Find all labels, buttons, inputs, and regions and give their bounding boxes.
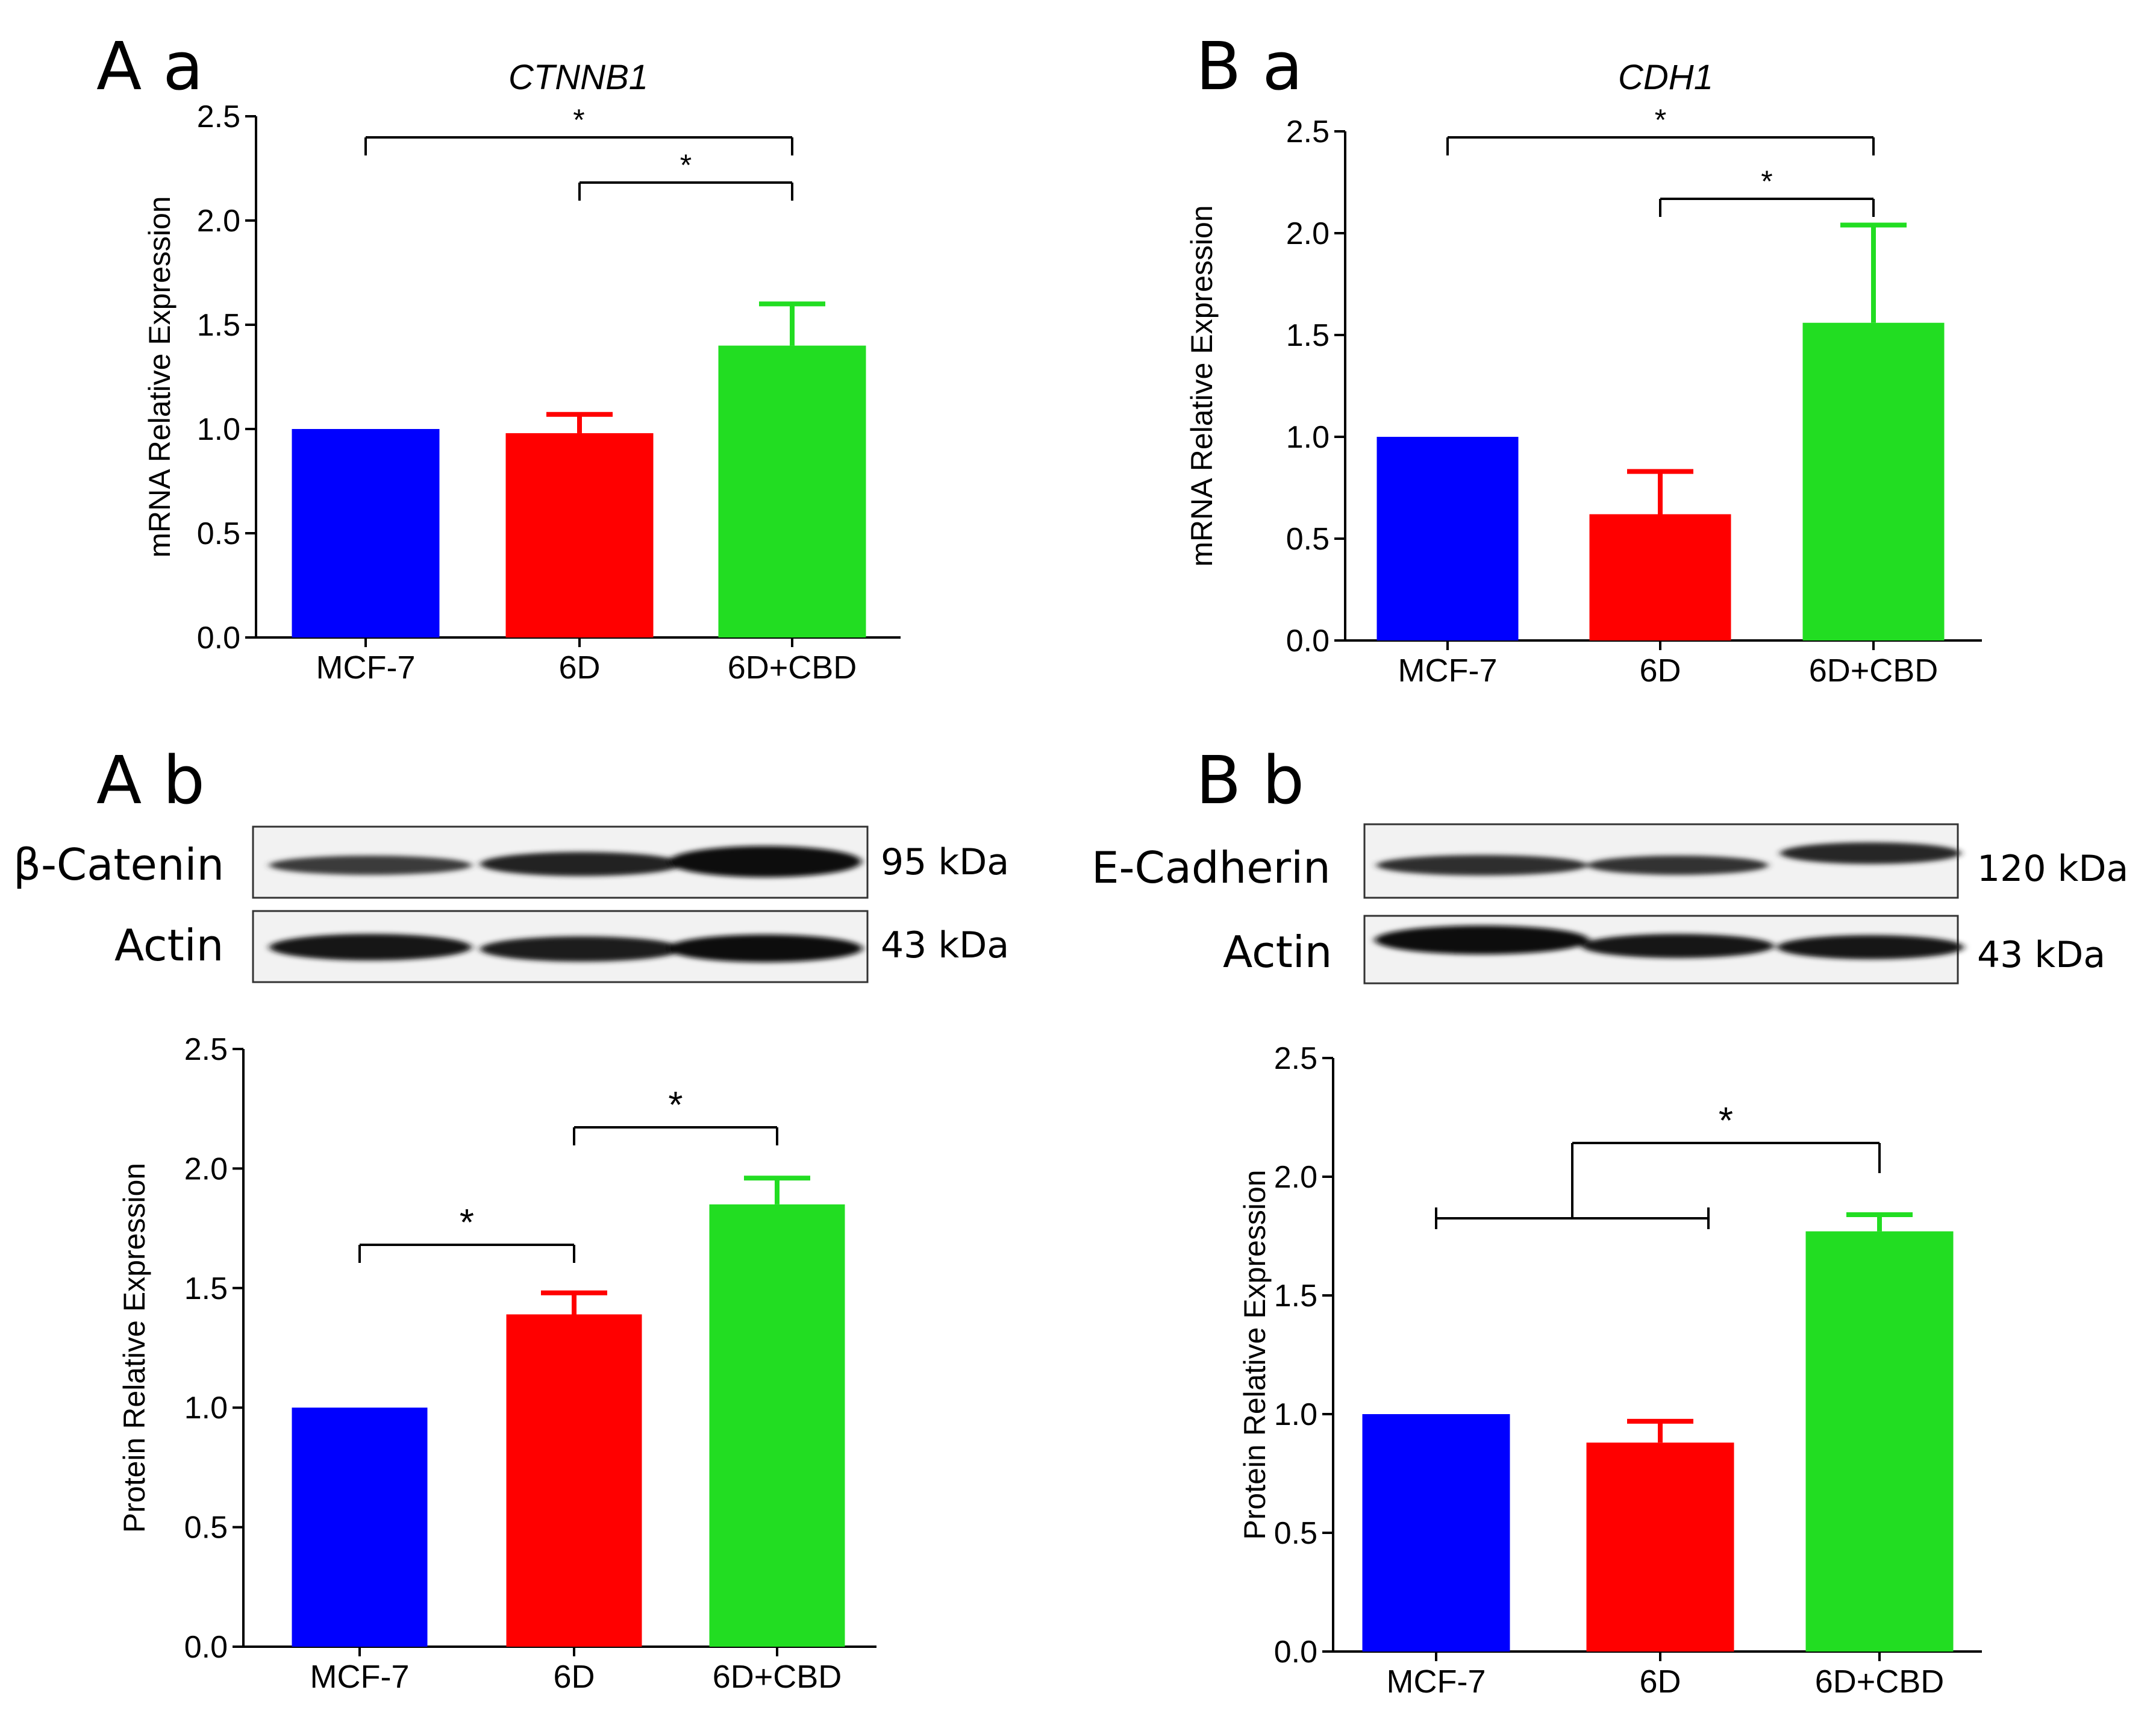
x-tick-label: MCF-7 [1398, 653, 1498, 689]
significance-star: * [668, 1085, 683, 1126]
significance-star: * [1655, 103, 1666, 137]
x-tick-label: 6D+CBD [1815, 1664, 1945, 1700]
y-tick-label: 0.5 [1274, 1516, 1317, 1551]
significance-star: * [573, 103, 584, 137]
blot-a-target-kda: 95 kDa [881, 841, 1009, 883]
blot-b-control-label: Actin [1223, 927, 1332, 977]
bar-6d [1589, 514, 1731, 640]
blot-a-band-target-mcf7 [269, 856, 472, 875]
blot-a-control-kda: 43 kDa [881, 924, 1009, 966]
y-tick-label: 2.0 [184, 1151, 228, 1186]
y-tick-label: 0.5 [1286, 522, 1330, 557]
y-tick-label: 2.0 [1286, 216, 1330, 251]
y-tick-label: 2.0 [1274, 1160, 1317, 1195]
blot-a-control-label: Actin [114, 920, 223, 971]
y-tick-label: 0.0 [1286, 624, 1330, 659]
x-tick-label: 6D+CBD [1809, 653, 1939, 689]
blot-b-control-kda: 43 kDa [1977, 934, 2105, 976]
y-tick-label: 0.0 [197, 621, 240, 656]
blot-a-band-target-6dcbd [669, 846, 861, 877]
chart-beta-catenin-protein: 0.0 0.5 1.0 1.5 2.0 2.5 Protein Relative Expre… [117, 1032, 876, 1695]
blot-a-target-label: β-Catenin [13, 839, 224, 890]
y-tick-label: 1.5 [197, 308, 240, 343]
y-tick-label: 0.5 [184, 1511, 228, 1545]
western-blot-a: β-Catenin Actin 95 kDa 43 kDa [13, 825, 1009, 983]
y-tick-label: 2.0 [197, 204, 240, 239]
y-tick-label: 0.5 [197, 516, 240, 551]
panel-label-Ab: A b [96, 742, 205, 819]
bar-6d-cbd [1802, 322, 1945, 640]
blot-b-target-label: E-Cadherin [1092, 842, 1331, 893]
y-axis-title: Protein Relative Expression [117, 1163, 151, 1533]
panel-label-Aa: A a [96, 28, 204, 105]
blot-a-band-actin-6dcbd [667, 935, 863, 962]
significance-star: * [1719, 1100, 1733, 1142]
x-tick-label: 6D+CBD [713, 1659, 842, 1695]
bar-6d-cbd [1805, 1231, 1954, 1652]
chart-title: CTNNB1 [508, 58, 648, 97]
y-tick-label: 1.0 [1274, 1397, 1317, 1432]
x-tick-label: 6D [558, 650, 600, 686]
blot-b-band-actin-6dcbd [1777, 935, 1964, 959]
y-tick-label: 2.5 [197, 99, 240, 134]
significance-star: * [460, 1202, 474, 1244]
significance-star: * [680, 148, 692, 182]
bar-6d-cbd [718, 345, 866, 637]
y-tick-label: 1.0 [184, 1391, 228, 1426]
bar-6d-cbd [709, 1204, 845, 1647]
x-tick-label: 6D [1639, 653, 1681, 689]
significance-star: * [1761, 164, 1772, 198]
bar-mcf-7 [292, 1407, 428, 1647]
x-tick-label: MCF-7 [1387, 1664, 1486, 1700]
y-tick-label: 1.5 [1274, 1279, 1317, 1314]
y-axis-title: mRNA Relative Expression [1185, 205, 1219, 566]
y-tick-label: 1.0 [1286, 420, 1330, 455]
y-axis-title: Protein Relative Expression [1238, 1169, 1272, 1539]
blot-b-band-target-6d [1587, 856, 1768, 875]
blot-b-band-actin-mcf7 [1375, 925, 1589, 954]
bar-6d [506, 1314, 642, 1647]
bar-6d [1586, 1442, 1734, 1652]
y-tick-label: 0.0 [184, 1630, 228, 1665]
y-tick-label: 0.0 [1274, 1635, 1317, 1670]
blot-a-band-actin-6d [480, 936, 683, 962]
chart-title: CDH1 [1618, 58, 1713, 97]
blot-a-band-actin-mcf7 [269, 934, 472, 960]
x-tick-label: MCF-7 [310, 1659, 410, 1695]
bar-6d [505, 433, 654, 637]
blot-a-band-target-6d [480, 852, 683, 876]
western-blot-b: E-Cadherin Actin 120 kDa 43 kDa [1092, 823, 2128, 985]
bar-mcf-7 [1362, 1414, 1510, 1652]
panel-label-Ba: B a [1196, 28, 1303, 105]
y-tick-label: 1.5 [184, 1271, 228, 1306]
chart-e-cadherin-protein: 0.0 0.5 1.0 1.5 2.0 2.5 Protein Relative Expre… [1238, 1041, 1982, 1700]
x-tick-label: MCF-7 [316, 650, 416, 686]
blot-b-band-actin-6d [1581, 934, 1774, 958]
x-tick-label: 6D [553, 1659, 595, 1695]
y-tick-label: 2.5 [1286, 114, 1330, 149]
y-tick-label: 1.0 [197, 412, 240, 447]
blot-b-band-target-mcf7 [1376, 855, 1587, 875]
x-tick-label: 6D+CBD [728, 650, 857, 686]
blot-b-band-target-6dcbd [1780, 842, 1961, 864]
chart-cdh1-mrna: CDH1 0.0 0.5 1.0 1.5 2.0 2.5 mRNA Relative Expr… [1185, 58, 1982, 689]
bar-mcf-7 [292, 429, 440, 637]
bar-mcf-7 [1376, 437, 1519, 640]
blot-b-target-kda: 120 kDa [1977, 848, 2128, 890]
y-tick-label: 2.5 [184, 1032, 228, 1067]
x-tick-label: 6D [1639, 1664, 1681, 1700]
panel-label-Bb: B b [1196, 742, 1304, 819]
y-axis-title: mRNA Relative Expression [143, 196, 177, 557]
y-tick-label: 1.5 [1286, 318, 1330, 353]
y-tick-label: 2.5 [1274, 1041, 1317, 1076]
chart-ctnnb1-mrna: CTNNB1 0.0 0.5 1.0 1.5 2.0 2.5 mRNA Relative Ex… [143, 58, 901, 686]
